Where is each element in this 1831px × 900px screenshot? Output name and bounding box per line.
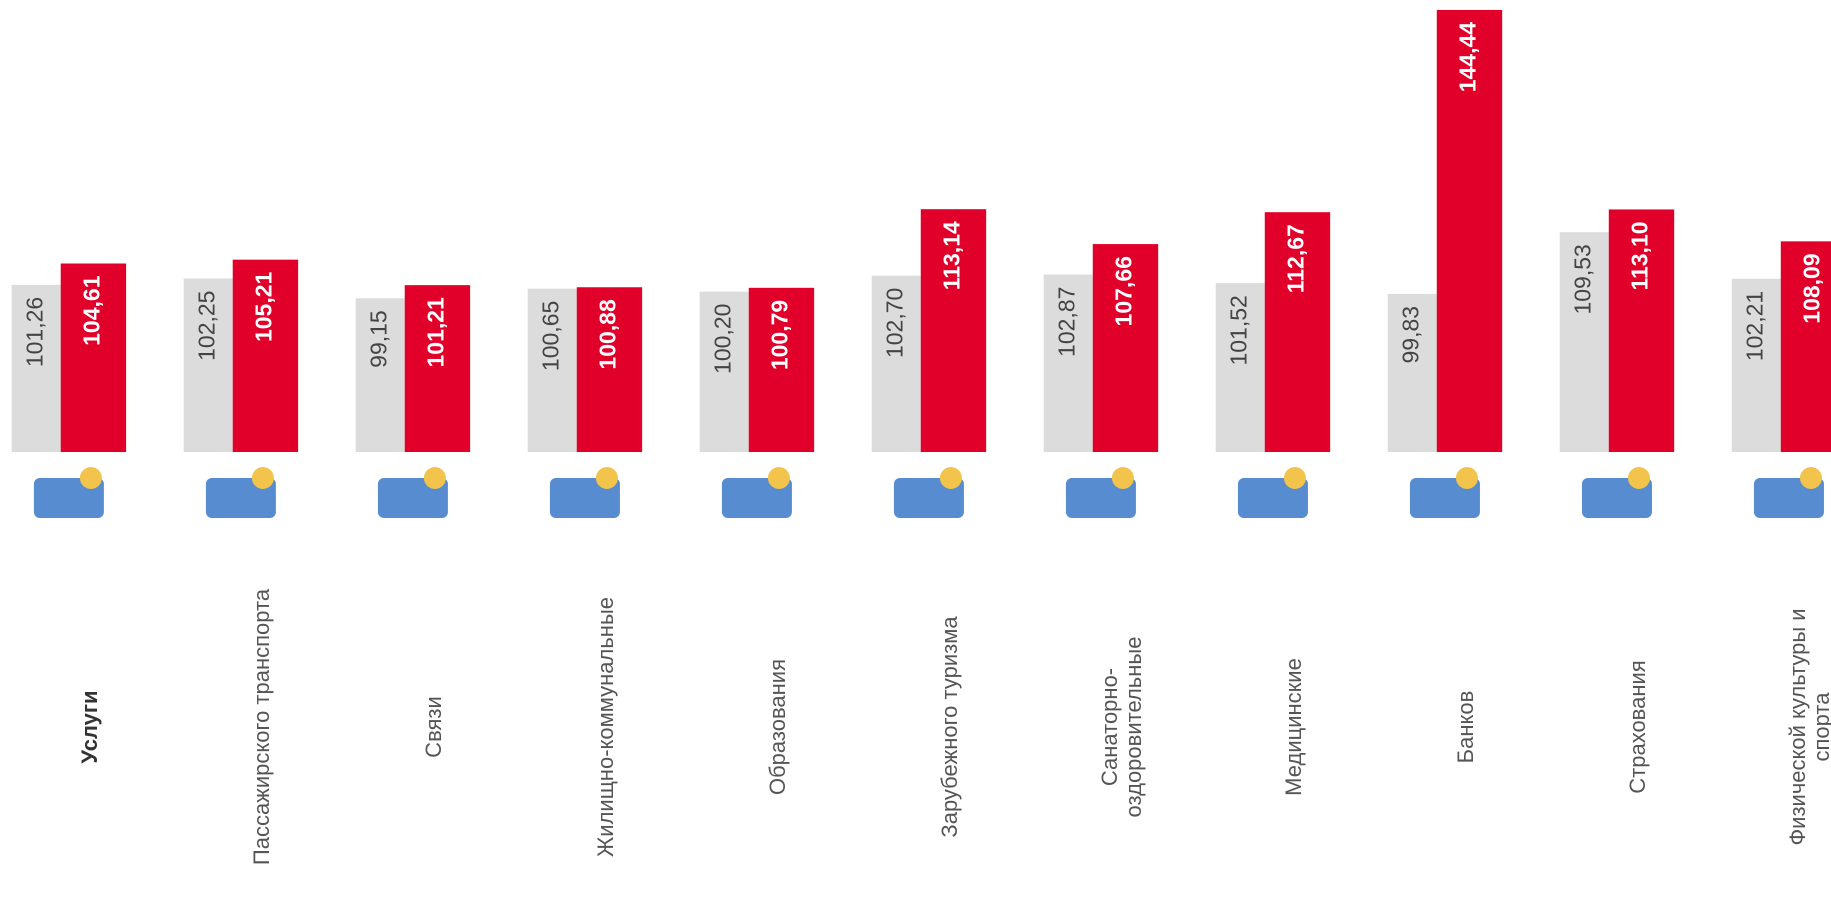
category-label: Зарубежного туризма [937,616,962,838]
category-label: Физической культуры испорта [1785,608,1831,845]
value-label: 101,21 [423,297,449,368]
value-label: 113,14 [939,221,965,290]
value-label: 99,83 [1397,306,1423,364]
icon [252,467,274,489]
value-label: 144,44 [1455,22,1481,93]
value-label: 101,26 [21,297,47,367]
value-label: 99,15 [365,310,391,368]
category-label: Услуги [77,690,102,763]
icon [1112,467,1134,489]
icon [80,467,102,489]
icon [1456,467,1478,489]
value-label: 108,09 [1799,253,1825,323]
icon [596,467,618,489]
chart: 101,26 104,61 Услуги 102,25 105,21 Пассажирск… [0,0,1831,900]
category-label: Образования [765,659,790,795]
category-label: Связи [421,696,446,758]
value-label: 100,79 [767,300,793,370]
category-label: Банков [1453,691,1478,764]
category-label: Жилищно-коммунальные [593,597,618,857]
category-label: Медицинские [1281,658,1306,796]
category-label: Пассажирского транспорта [249,588,274,865]
category-label: Страхования [1625,660,1650,793]
category-label: Санаторно-оздоровительные [1097,637,1146,818]
value-label: 100,20 [709,304,735,374]
value-label: 113,10 [1627,221,1653,290]
icon [1284,467,1306,489]
value-label: 102,21 [1741,291,1767,361]
icon [424,467,446,489]
value-label: 102,70 [881,288,907,358]
value-label: 105,21 [251,271,277,342]
value-label: 102,87 [1053,287,1079,357]
icon [940,467,962,489]
value-label: 104,61 [78,275,104,346]
icon [768,467,790,489]
value-label: 102,25 [193,291,219,361]
value-label: 107,66 [1111,256,1137,326]
icon [1628,467,1650,489]
value-label: 100,88 [595,299,621,370]
value-label: 109,53 [1569,244,1595,314]
value-label: 112,67 [1283,224,1309,293]
value-label: 100,65 [537,301,563,371]
value-label: 101,52 [1225,295,1251,365]
icon [1800,467,1822,489]
